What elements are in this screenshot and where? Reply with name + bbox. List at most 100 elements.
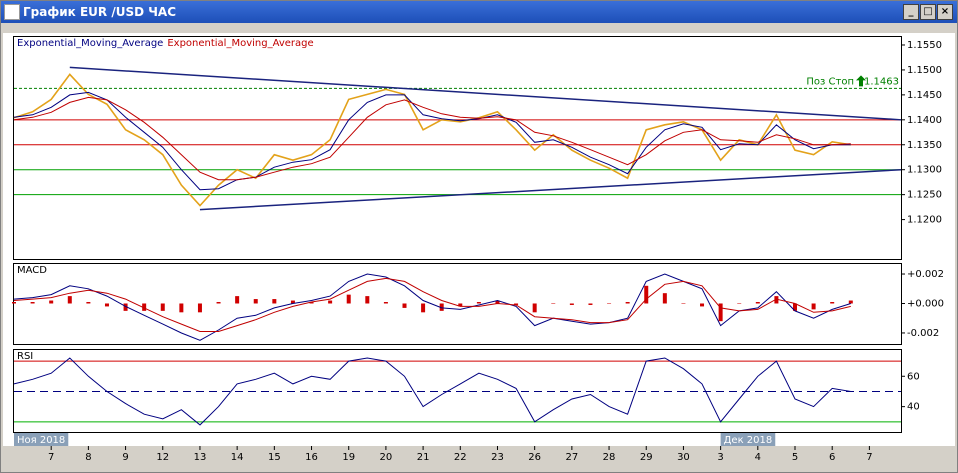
x-tick-label: 7 <box>48 452 54 463</box>
panel-title: MACD <box>17 265 47 276</box>
histogram-bar <box>142 303 147 311</box>
y-tick-label: +0.000 <box>907 298 944 309</box>
histogram-bar <box>569 303 574 305</box>
title-bar: График EUR /USD ЧАС _ □ × <box>1 1 957 23</box>
x-tick-label: 28 <box>603 452 616 463</box>
histogram-bar <box>86 302 91 304</box>
histogram-bar <box>235 296 240 304</box>
histogram-bar <box>681 303 686 304</box>
histogram-bar <box>49 300 54 304</box>
x-tick-label: 3 <box>717 452 723 463</box>
x-tick-label: 23 <box>491 452 504 463</box>
histogram-bar <box>458 303 463 307</box>
histogram-bar <box>718 303 723 322</box>
y-tick-label: +0.002 <box>907 269 944 280</box>
series-line <box>13 277 851 332</box>
x-tick-label: 27 <box>565 452 578 463</box>
y-tick-label: 1.1200 <box>907 215 942 226</box>
histogram-bar <box>439 303 444 311</box>
period-label-box <box>14 433 69 446</box>
legend-entry: Exponential_Moving_Average <box>167 38 313 49</box>
histogram-bar <box>495 300 500 304</box>
y-tick-label: 1.1350 <box>907 140 942 151</box>
period-label-box <box>720 433 776 446</box>
x-tick-label: 19 <box>342 452 355 463</box>
histogram-bar <box>12 302 16 304</box>
minimize-button[interactable]: _ <box>903 4 919 20</box>
y-tick-label: -0.002 <box>907 328 939 339</box>
histogram-bar <box>383 302 388 304</box>
chart: 1.1200 1.1250 1.1300 1.1350 1.1400 1.1450 1.15… <box>3 33 955 463</box>
y-tick-label: 60 <box>907 371 920 382</box>
x-tick-label: 30 <box>677 452 690 463</box>
histogram-bar <box>402 303 407 308</box>
histogram-bar <box>848 300 853 304</box>
x-tick-label: 5 <box>792 452 798 463</box>
x-tick-label: 4 <box>755 452 761 463</box>
y-tick-label: 1.1400 <box>907 115 942 126</box>
x-tick-label: 26 <box>528 452 541 463</box>
histogram-bar <box>644 285 649 304</box>
x-tick-label: 22 <box>454 452 467 463</box>
y-tick-label: 1.1450 <box>907 90 942 101</box>
histogram-bar <box>811 303 816 310</box>
close-button[interactable]: × <box>937 4 953 20</box>
x-tick-label: 29 <box>640 452 653 463</box>
histogram-bar <box>253 299 258 304</box>
histogram-bar <box>476 302 481 304</box>
x-tick-label: 16 <box>305 452 318 463</box>
window-icon <box>4 4 20 20</box>
x-tick-label: 20 <box>380 452 393 463</box>
x-tick-label: 6 <box>829 452 835 463</box>
x-tick-label: 8 <box>85 452 91 463</box>
series-line <box>13 73 851 207</box>
macd-panel-frame <box>13 263 902 345</box>
histogram-bar <box>160 303 165 311</box>
histogram-bar <box>588 303 593 305</box>
histogram-bar <box>551 303 556 304</box>
histogram-bar <box>197 303 202 313</box>
histogram-bar <box>607 303 612 304</box>
histogram-bar <box>290 300 295 304</box>
y-tick-label: 1.1550 <box>907 40 942 51</box>
y-tick-label: 1.1500 <box>907 65 942 76</box>
histogram-bar <box>328 300 333 304</box>
legend-entry: Exponential_Moving_Average <box>17 38 163 49</box>
series-line <box>13 357 851 426</box>
series-line <box>13 96 851 181</box>
x-tick-label: 21 <box>417 452 430 463</box>
y-tick-label: 40 <box>907 402 920 413</box>
histogram-bar <box>755 302 760 304</box>
period-label: Ноя 2018 <box>17 435 65 446</box>
x-tick-label: 15 <box>268 452 281 463</box>
histogram-bar <box>774 296 779 304</box>
trend-line <box>69 66 902 121</box>
trend-line <box>199 168 902 211</box>
x-tick-label: 13 <box>194 452 207 463</box>
x-tick-label: 9 <box>122 452 128 463</box>
histogram-bar <box>30 302 35 304</box>
stop-value: 1.1463 <box>864 76 899 87</box>
histogram-bar <box>216 302 221 304</box>
y-tick-label: 1.1250 <box>907 190 942 201</box>
histogram-bar <box>793 303 798 311</box>
x-tick-label: 14 <box>231 452 244 463</box>
histogram-bar <box>700 303 705 307</box>
histogram-bar <box>179 303 184 313</box>
x-tick-label: 7 <box>866 452 872 463</box>
histogram-bar <box>104 303 109 307</box>
histogram-bar <box>514 303 519 305</box>
panel-title: RSI <box>17 351 33 362</box>
series-line <box>13 273 851 341</box>
histogram-bar <box>662 293 667 304</box>
histogram-bar <box>365 296 370 304</box>
histogram-bar <box>830 302 835 304</box>
series-line <box>13 91 851 191</box>
stop-label: Поз Стоп <box>806 76 854 87</box>
histogram-bar <box>625 302 630 304</box>
maximize-button[interactable]: □ <box>920 4 936 20</box>
histogram-bar <box>309 302 314 304</box>
y-tick-label: 1.1300 <box>907 165 942 176</box>
stop-arrow <box>856 75 866 87</box>
histogram-bar <box>532 303 537 313</box>
